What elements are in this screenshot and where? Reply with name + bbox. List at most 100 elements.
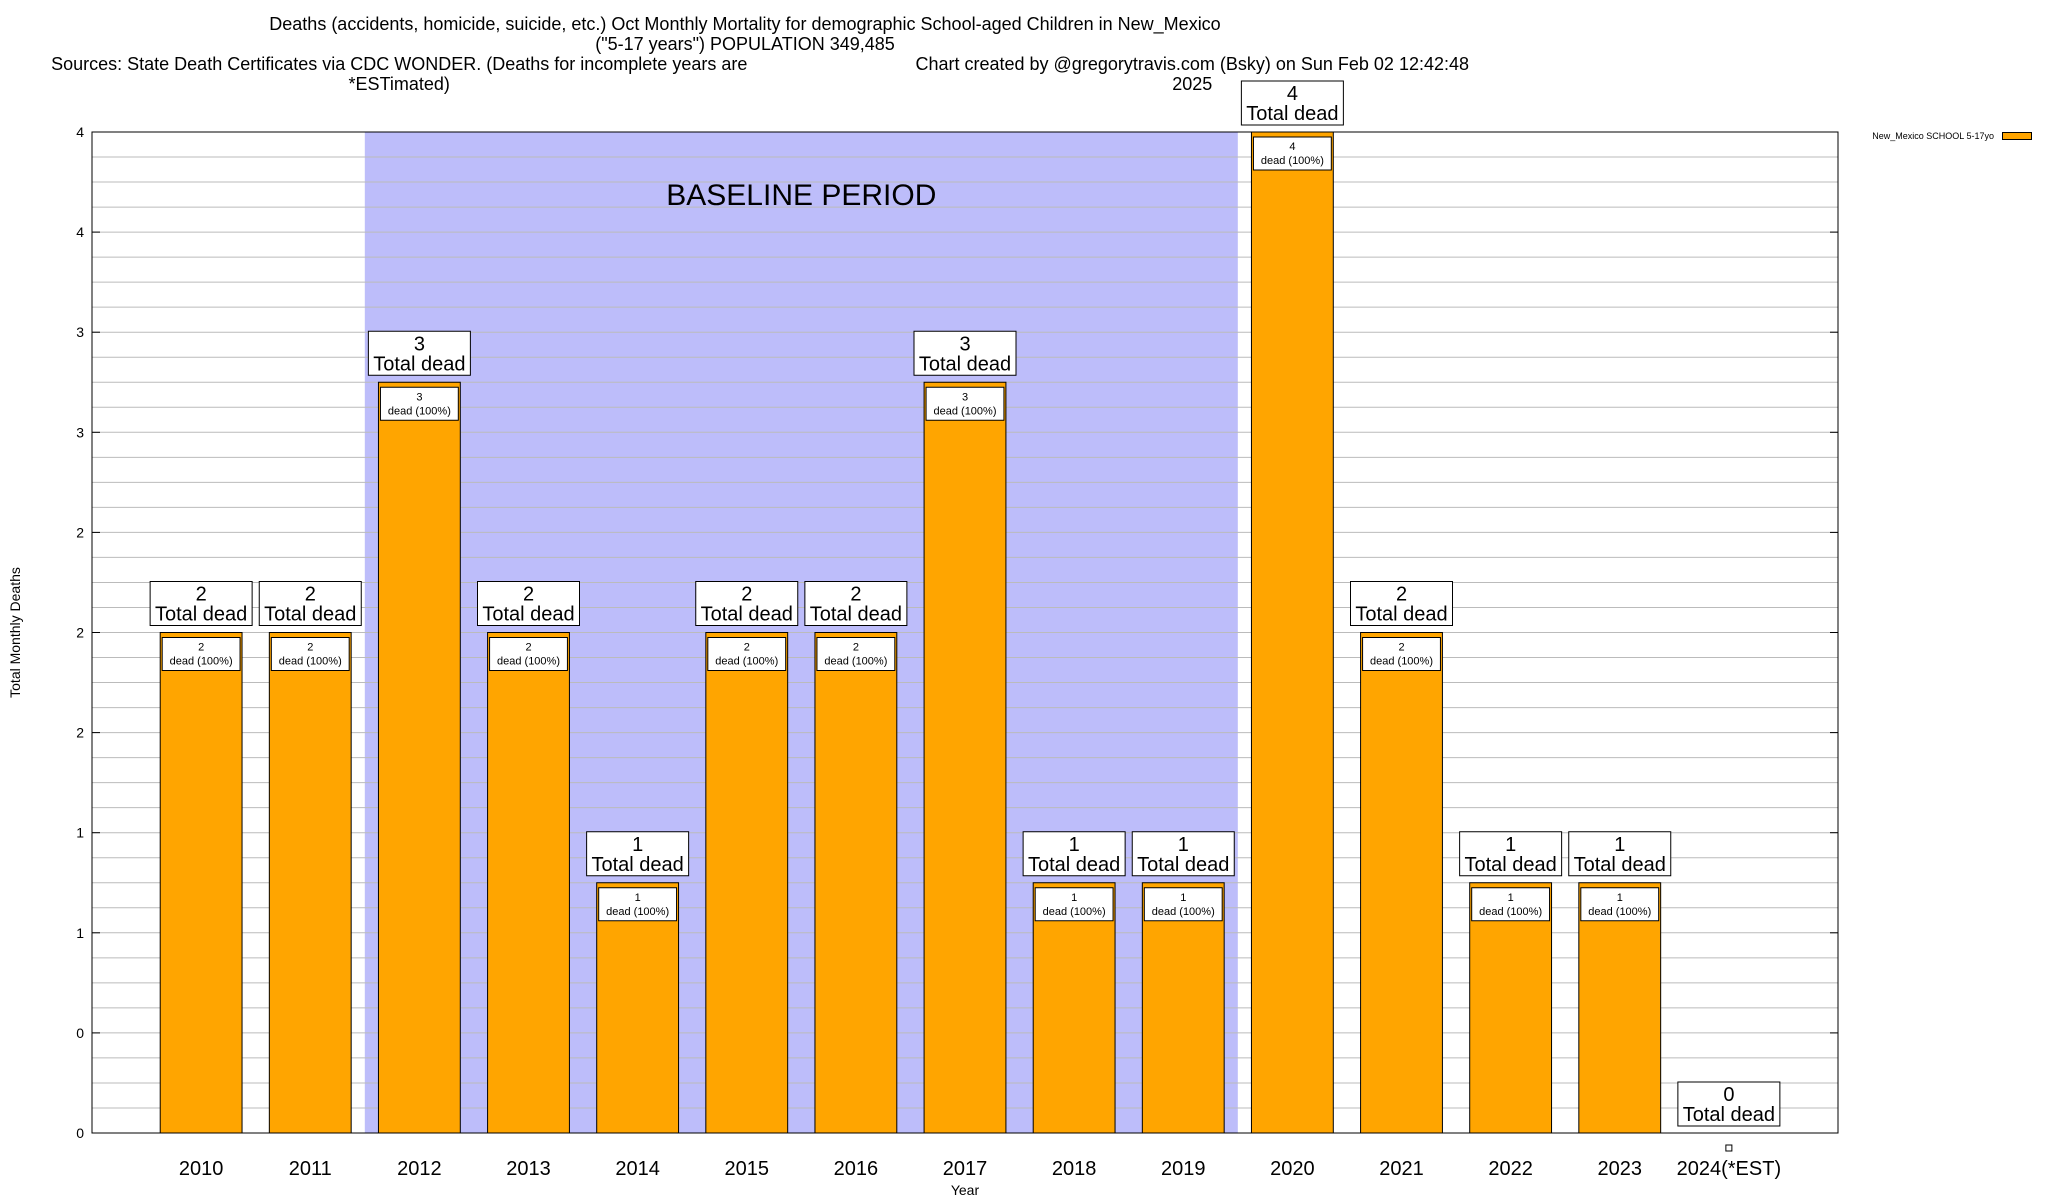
bar-inner-label: dead (100%) <box>497 656 560 668</box>
bar-total-label: Total dead <box>919 353 1011 375</box>
bar-zero-marker <box>1725 1144 1733 1152</box>
x-tick-label: 2016 <box>834 1158 879 1180</box>
bar <box>1032 882 1116 1134</box>
bar-total-label: Total dead <box>1355 604 1447 626</box>
y-tick-label: 4 <box>76 224 84 240</box>
bar-inner-label-box <box>1143 887 1223 922</box>
bar-inner-value: 1 <box>635 892 641 904</box>
bar-inner-value: 1 <box>1071 892 1077 904</box>
bar-total-label-box <box>913 330 1017 376</box>
bar <box>487 632 570 1134</box>
bar-inner-label-box <box>1580 887 1660 922</box>
x-axis-title: Year <box>951 1182 980 1198</box>
chart-sources: Sources: State Death Certificates via CD… <box>51 54 748 94</box>
bar-inner-value: 1 <box>1180 892 1186 904</box>
bar-total-label: Total dead <box>1137 854 1229 876</box>
baseline-label: BASELINE PERIOD <box>666 179 936 212</box>
bar-inner-value: 1 <box>1508 892 1514 904</box>
legend-label: New_Mexico SCHOOL 5-17yo <box>1872 131 1994 141</box>
bar-inner-value: 3 <box>962 391 968 403</box>
bar-total-label: Total dead <box>1464 854 1556 876</box>
bar-inner-value: 2 <box>1398 642 1404 654</box>
x-tick-label: 2022 <box>1488 1158 1533 1180</box>
bar-total-label: Total dead <box>1574 854 1666 876</box>
bar <box>159 632 243 1134</box>
bar-total-value: 1 <box>1178 834 1189 856</box>
bar-inner-label: dead (100%) <box>1043 906 1106 918</box>
bar <box>1141 882 1225 1134</box>
chart-source-line: Sources: State Death Certificates via CD… <box>0 54 1490 94</box>
bar-total-label-box <box>1677 1081 1781 1127</box>
bar-inner-label: dead (100%) <box>388 405 451 417</box>
chart-subtitle: ("5-17 years") POPULATION 349,485 <box>595 34 895 54</box>
bar-inner-label: dead (100%) <box>1370 656 1433 668</box>
legend: New_Mexico SCHOOL 5-17yo <box>1872 131 2032 141</box>
bar-inner-label: dead (100%) <box>934 405 997 417</box>
bar-total-label: Total dead <box>264 604 356 626</box>
bar-inner-label-box <box>270 637 350 671</box>
bar <box>1469 882 1553 1134</box>
x-tick-label: 2013 <box>506 1158 551 1180</box>
bar <box>814 632 898 1134</box>
bar-total-label-box <box>586 831 690 877</box>
bar-total-value: 2 <box>305 584 316 606</box>
bar-inner-label-box <box>1252 136 1332 171</box>
bar-total-label-box <box>1022 831 1126 877</box>
bar-total-label-box <box>258 581 362 626</box>
bar-inner-label-box <box>489 637 568 671</box>
bar-inner-value: 3 <box>416 391 422 403</box>
bar-inner-value: 2 <box>744 642 750 654</box>
bar-total-label: Total dead <box>1246 103 1338 125</box>
chart-title: Deaths (accidents, homicide, suicide, et… <box>269 14 1221 34</box>
bar-total-label: Total dead <box>1028 854 1120 876</box>
bar-inner-value: 2 <box>853 642 859 654</box>
bar-inner-label-box <box>598 887 678 922</box>
y-tick-label: 4 <box>76 124 84 140</box>
bar-inner-label: dead (100%) <box>606 906 669 918</box>
bar-total-value: 3 <box>414 333 425 355</box>
bar-total-label-box <box>1131 831 1235 877</box>
x-tick-label: 2011 <box>289 1158 332 1180</box>
bar <box>1360 632 1443 1134</box>
bar-total-label-box <box>367 330 471 376</box>
bar-inner-label: dead (100%) <box>1261 155 1324 167</box>
y-tick-label: 2 <box>76 725 84 741</box>
x-tick-label: 2021 <box>1379 1158 1424 1180</box>
x-tick-label: 2024(*EST) <box>1677 1158 1782 1180</box>
x-tick-label: 2020 <box>1270 1158 1315 1180</box>
bar <box>923 381 1007 1134</box>
y-axis-title: Total Monthly Deaths <box>7 567 23 698</box>
x-tick-label: 2017 <box>943 1158 988 1180</box>
y-tick-label: 3 <box>76 324 84 340</box>
bar-total-label: Total dead <box>155 604 247 626</box>
bar-total-value: 3 <box>959 333 970 355</box>
y-tick-label: 3 <box>76 424 84 440</box>
x-tick-label: 2023 <box>1598 1158 1643 1180</box>
bar-inner-value: 2 <box>525 642 531 654</box>
x-tick-label: 2019 <box>1161 1158 1206 1180</box>
bar-inner-label-box <box>1471 887 1551 922</box>
bar-total-label: Total dead <box>591 854 683 876</box>
x-tick-label: 2010 <box>179 1158 224 1180</box>
y-tick-label: 0 <box>76 1025 84 1041</box>
bar <box>268 632 352 1134</box>
bar-total-label-box <box>149 581 253 626</box>
legend-swatch <box>2002 132 2032 140</box>
bar-inner-value: 2 <box>307 642 313 654</box>
y-tick-label: 2 <box>76 524 84 540</box>
chart-title-block: Deaths (accidents, homicide, suicide, et… <box>0 14 1490 94</box>
bar-inner-label: dead (100%) <box>279 656 342 668</box>
bar-total-value: 1 <box>632 834 643 856</box>
x-tick-label: 2018 <box>1052 1158 1097 1180</box>
bar-total-value: 2 <box>196 584 207 606</box>
bar-total-value: 1 <box>1505 834 1516 856</box>
bar-total-value: 2 <box>741 584 752 606</box>
bar-total-value: 2 <box>523 584 534 606</box>
bar-total-label: Total dead <box>373 353 465 375</box>
bar-inner-label: dead (100%) <box>824 656 887 668</box>
bar-total-value: 1 <box>1614 834 1625 856</box>
bar-inner-label: dead (100%) <box>1152 906 1215 918</box>
bar-total-label-box <box>1568 831 1672 877</box>
bar-total-label-box <box>804 581 908 626</box>
